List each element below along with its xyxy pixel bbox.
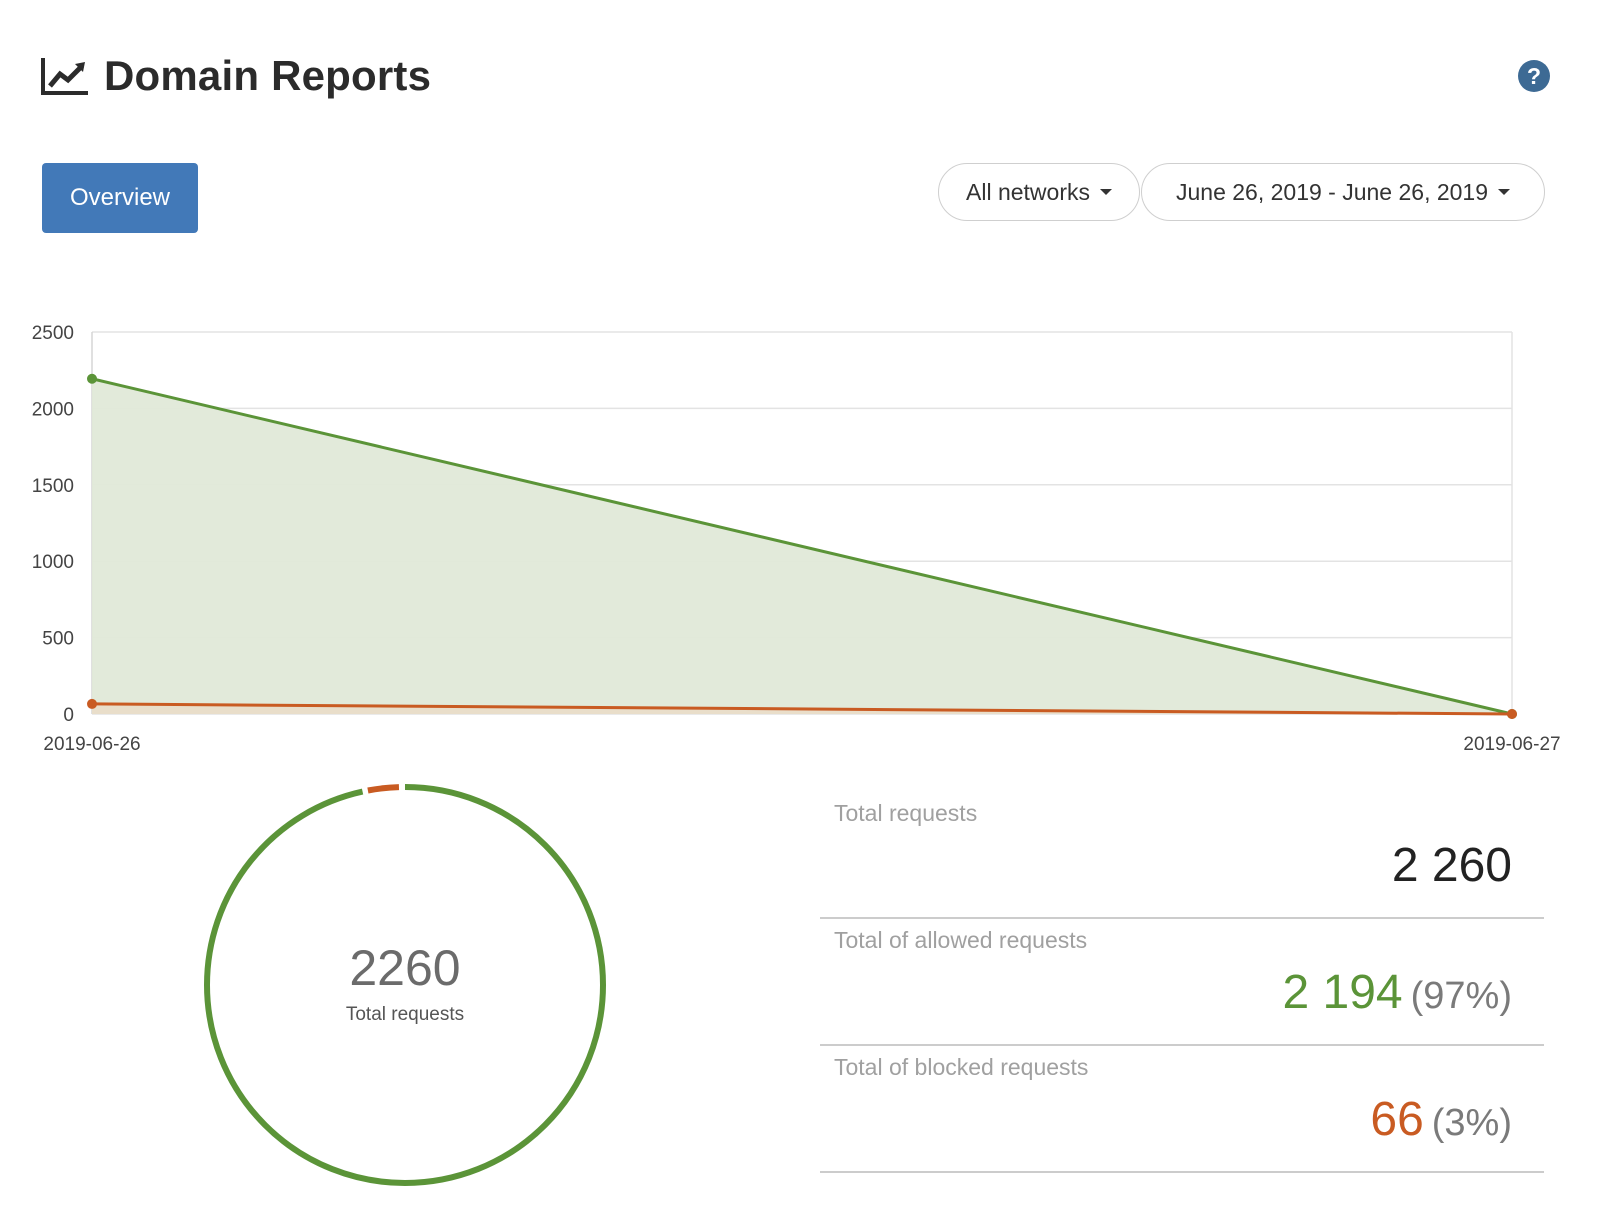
series-line-blocked xyxy=(91,702,1513,716)
donut-total-value: 2260 xyxy=(349,940,460,996)
network-filter-label: All networks xyxy=(966,178,1090,205)
stat-allowed: Total of allowed requests 2 194 (97%) xyxy=(820,919,1544,1046)
x-tick-label: 2019-06-26 xyxy=(43,734,140,755)
x-tick-label: 2019-06-27 xyxy=(1463,734,1560,755)
date-range-label: June 26, 2019 - June 26, 2019 xyxy=(1175,178,1489,205)
page-header: Domain Reports xyxy=(40,52,431,100)
requests-area-chart: 0 500 1000 1500 2000 2500 2019-06-26 2019-06-27 xyxy=(32,323,1561,755)
svg-text:?: ? xyxy=(1527,63,1541,89)
stat-blocked-value-group: 66 (3%) xyxy=(1370,1092,1512,1147)
stat-allowed-label: Total of allowed requests xyxy=(834,927,1088,953)
series-line-allowed xyxy=(91,377,1513,716)
y-tick-label: 2500 xyxy=(32,323,74,344)
line-chart-icon xyxy=(41,58,88,95)
network-filter-dropdown[interactable]: All networks xyxy=(938,163,1140,221)
donut-total-label: Total requests xyxy=(346,1004,464,1025)
tab-overview[interactable]: Overview xyxy=(42,163,198,233)
stat-blocked-pct: (3%) xyxy=(1431,1102,1512,1144)
data-point-blocked xyxy=(1507,709,1517,719)
caret-down-icon xyxy=(1099,189,1112,195)
help-icon[interactable]: ? xyxy=(1517,59,1551,93)
stat-blocked-value: 66 xyxy=(1370,1093,1424,1146)
stats-panel: Total requests 2 260 Total of allowed re… xyxy=(820,792,1544,1173)
donut-segment-allowed xyxy=(204,784,606,1186)
data-point-allowed xyxy=(87,373,97,384)
stat-allowed-value-group: 2 194 (97%) xyxy=(1283,965,1513,1020)
stat-allowed-pct: (97%) xyxy=(1410,975,1512,1017)
date-range-dropdown[interactable]: June 26, 2019 - June 26, 2019 xyxy=(1141,163,1545,221)
y-tick-label: 1500 xyxy=(32,476,74,497)
stat-total-value: 2 260 xyxy=(1391,839,1512,892)
y-tick-label: 0 xyxy=(63,705,74,726)
caret-down-icon xyxy=(1498,189,1511,195)
stat-total: Total requests 2 260 xyxy=(820,792,1544,919)
donut-segment-blocked xyxy=(204,783,606,1186)
data-point-blocked xyxy=(87,698,97,709)
stat-allowed-value: 2 194 xyxy=(1282,966,1403,1019)
series-area-blocked xyxy=(92,703,1512,714)
y-tick-label: 2000 xyxy=(32,399,74,420)
y-tick-label: 1000 xyxy=(32,552,74,573)
stat-blocked: Total of blocked requests 66 (3%) xyxy=(820,1046,1544,1173)
stat-blocked-label: Total of blocked requests xyxy=(834,1054,1089,1080)
y-tick-label: 500 xyxy=(42,629,74,650)
stat-total-label: Total requests xyxy=(834,800,978,826)
requests-donut-chart: 2260 Total requests xyxy=(204,783,606,1186)
page-title: Domain Reports xyxy=(104,52,432,99)
